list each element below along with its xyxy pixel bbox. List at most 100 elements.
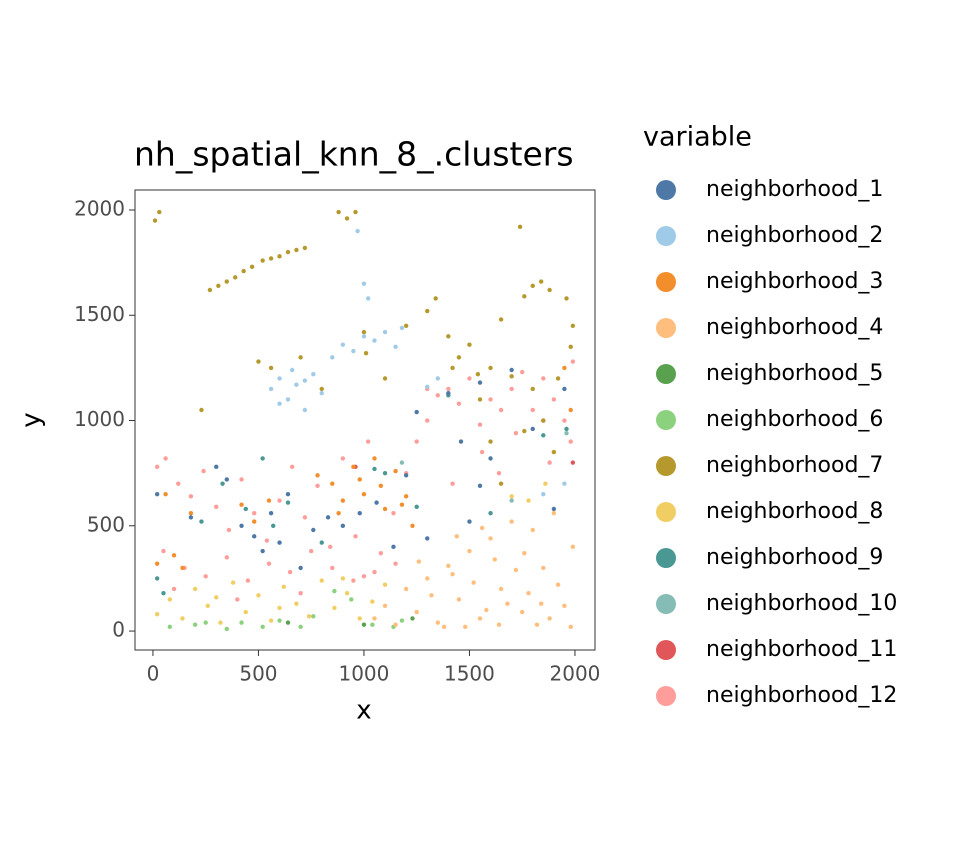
point [526, 590, 531, 596]
point [564, 426, 569, 432]
point [526, 498, 531, 503]
point [163, 456, 168, 461]
point [294, 601, 299, 606]
point [393, 561, 398, 566]
point [555, 582, 561, 587]
point [340, 498, 346, 503]
point [302, 245, 308, 251]
point [260, 624, 265, 630]
point [456, 597, 462, 602]
point [509, 367, 514, 373]
point [496, 470, 502, 476]
point [477, 483, 483, 488]
point [435, 393, 440, 398]
point [562, 365, 567, 371]
point [361, 492, 367, 497]
y-tick-label: 1500 [74, 302, 125, 326]
point [351, 464, 356, 470]
legend-key [656, 272, 676, 292]
point [467, 342, 472, 347]
legend-label: neighborhood_9 [706, 545, 883, 570]
point [393, 622, 398, 627]
point [325, 515, 331, 520]
legend-title: variable [643, 122, 752, 153]
point [188, 510, 194, 516]
point [266, 561, 272, 566]
point [357, 510, 362, 516]
point [167, 597, 173, 602]
point [203, 620, 208, 625]
legend-label: neighborhood_1 [706, 177, 883, 202]
point [252, 510, 257, 516]
point [154, 561, 160, 566]
legend-key [656, 410, 676, 430]
point [285, 397, 291, 402]
legend-label: neighborhood_11 [706, 637, 897, 662]
point [216, 283, 221, 288]
point [154, 576, 160, 581]
point [277, 540, 282, 545]
point [479, 449, 485, 455]
point [393, 344, 398, 350]
point [188, 515, 194, 520]
point [353, 209, 358, 215]
point [458, 439, 464, 444]
point [551, 506, 557, 512]
point [336, 510, 341, 516]
point [416, 559, 422, 564]
point [239, 620, 244, 625]
point [298, 355, 303, 360]
point [450, 365, 455, 371]
point [311, 372, 316, 377]
legend-label: neighborhood_5 [706, 361, 883, 386]
x-tick-label: 1000 [338, 662, 389, 686]
point [509, 498, 514, 503]
point [372, 616, 377, 621]
point [315, 473, 320, 478]
point [241, 268, 246, 274]
point [509, 494, 514, 499]
point [205, 603, 210, 608]
legend-label: neighborhood_6 [706, 407, 883, 432]
point [224, 477, 229, 482]
point [256, 593, 261, 598]
point [564, 296, 569, 301]
point [336, 209, 341, 215]
point [201, 468, 206, 474]
point [192, 622, 198, 627]
point [154, 464, 160, 470]
point [351, 348, 356, 354]
point [551, 510, 557, 516]
point [171, 586, 177, 592]
point [285, 249, 291, 255]
point [315, 483, 320, 488]
point [180, 616, 185, 621]
point [285, 620, 291, 625]
point [403, 494, 409, 499]
point [224, 279, 229, 284]
point [530, 527, 535, 533]
point [268, 510, 274, 516]
point [414, 504, 419, 510]
x-tick-label: 1500 [444, 662, 495, 686]
point [277, 618, 282, 623]
point [530, 426, 535, 432]
point [492, 557, 497, 562]
point [562, 418, 567, 423]
point [239, 502, 244, 507]
point [285, 500, 291, 505]
point [298, 624, 303, 630]
point [308, 548, 314, 554]
point [378, 550, 384, 556]
point [233, 275, 238, 280]
point [454, 534, 459, 539]
point [235, 597, 240, 602]
point [330, 355, 335, 360]
point [302, 515, 308, 520]
legend-key [656, 180, 676, 200]
point [513, 430, 519, 436]
point [374, 500, 379, 505]
point [520, 609, 525, 615]
point [319, 386, 324, 392]
point [330, 565, 335, 571]
